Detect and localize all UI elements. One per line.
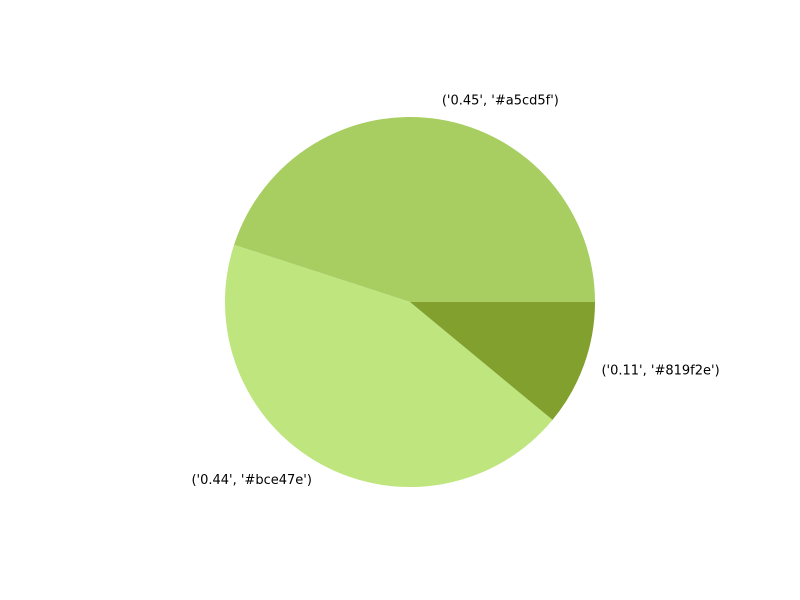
pie-slice-label-0: ('0.45', '#a5cd5f') — [442, 94, 559, 109]
pie-slices — [224, 116, 596, 487]
pie-slice-0 — [234, 116, 596, 302]
pie-slice-2 — [410, 302, 595, 420]
pie-slice-label-1: ('0.44', '#bce47e') — [191, 473, 311, 488]
pie-labels: ('0.45', '#a5cd5f') ('0.44', '#bce47e') ('… — [191, 94, 719, 488]
pie-slice-label-2: ('0.11', '#819f2e') — [601, 363, 719, 378]
pie-slice-1 — [224, 244, 553, 487]
